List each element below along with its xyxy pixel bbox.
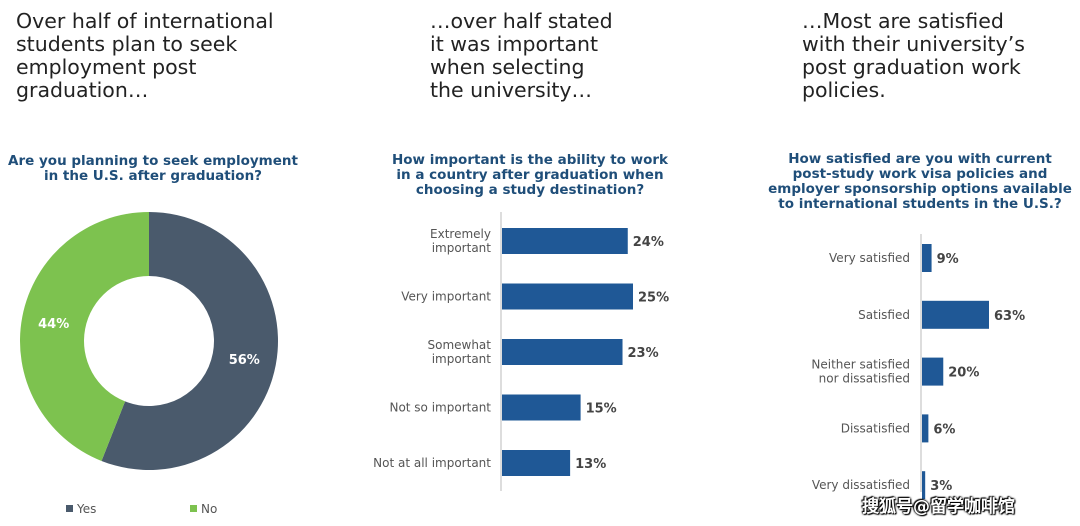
bar-category-label: Extremely important bbox=[430, 227, 491, 255]
chart-title-line: Are you planning to seek employment bbox=[8, 153, 298, 169]
headline-line: the university… bbox=[430, 78, 593, 102]
chart-title-line: in the U.S. after graduation? bbox=[43, 168, 263, 184]
bar-category-label: Dissatisfied bbox=[841, 421, 910, 435]
importance-bar-chart: 24% Extremely important 25% Very important 23… bbox=[373, 212, 669, 491]
legend-item-no: No bbox=[190, 502, 217, 516]
bar-value-label: 23% bbox=[628, 346, 659, 361]
donut-chart: 56% 44% bbox=[19, 212, 278, 471]
bar-value-label: 9% bbox=[937, 252, 959, 267]
bar-value-label: 24% bbox=[633, 235, 664, 250]
bar-category-label: Very dissatisfied bbox=[812, 478, 910, 492]
chart-title-line: choosing a study destination? bbox=[415, 182, 645, 198]
legend-swatch bbox=[66, 505, 73, 512]
chart-title-line: How satisfied are you with current bbox=[788, 151, 1052, 167]
bar-category-label: Neither satisfied nor dissatisfied bbox=[811, 358, 910, 386]
bar bbox=[922, 300, 989, 329]
donut-slice-no bbox=[19, 212, 150, 461]
bar bbox=[502, 450, 571, 476]
headline-line: when selecting bbox=[430, 55, 585, 79]
donut-slice-yes bbox=[101, 212, 278, 471]
headline-line: employment post bbox=[16, 55, 197, 79]
headline-line: with their university’s bbox=[802, 32, 1025, 56]
bar-category-label: Not so important bbox=[389, 401, 491, 415]
bar-category-label: Satisfied bbox=[858, 308, 910, 322]
watermark: 搜狐号@留学咖啡馆 bbox=[862, 497, 1015, 517]
chart-title-line: post-study work visa policies and bbox=[792, 166, 1048, 182]
bar-value-label: 13% bbox=[575, 457, 606, 472]
bar-category-label: Not at all important bbox=[373, 456, 491, 470]
chart-title-importance: How important is the ability to work in … bbox=[380, 153, 680, 198]
bar-value-label: 20% bbox=[948, 366, 979, 381]
bar bbox=[502, 283, 633, 310]
headline-importance: …over half stated it was important when … bbox=[430, 10, 613, 102]
donut-value-label: 56% bbox=[229, 353, 260, 368]
bar bbox=[502, 228, 628, 254]
headline-line: students plan to seek bbox=[16, 32, 238, 56]
chart-title-line: to international students in the U.S.? bbox=[778, 196, 1062, 212]
legend-swatch bbox=[190, 505, 197, 512]
bar bbox=[502, 339, 623, 365]
donut-value-label: 44% bbox=[38, 317, 69, 332]
chart-title-line: employer sponsorship options available bbox=[768, 181, 1072, 197]
headline-line: graduation… bbox=[16, 78, 149, 102]
legend-label: Yes bbox=[77, 502, 97, 516]
bar-category-label: Somewhat important bbox=[427, 338, 491, 366]
headline-line: it was important bbox=[430, 32, 599, 56]
headline-line: policies. bbox=[802, 78, 886, 102]
bar-value-label: 25% bbox=[638, 291, 669, 306]
headline-line: Over half of international bbox=[16, 9, 274, 33]
bar bbox=[922, 471, 926, 500]
bar bbox=[922, 357, 944, 386]
chart-title-employment: Are you planning to seek employment in t… bbox=[8, 154, 298, 184]
headline-line: post graduation work bbox=[802, 55, 1021, 79]
chart-title-satisfaction: How satisfied are you with current post-… bbox=[765, 152, 1075, 212]
chart-title-line: How important is the ability to work bbox=[391, 152, 669, 168]
headline-line: …Most are satisfied bbox=[802, 9, 1004, 33]
legend-label: No bbox=[201, 502, 218, 516]
bar bbox=[502, 394, 581, 421]
bar-value-label: 3% bbox=[930, 479, 952, 494]
bar-category-label: Very satisfied bbox=[829, 251, 910, 265]
bar-value-label: 15% bbox=[586, 402, 617, 417]
bar-value-label: 6% bbox=[933, 422, 955, 437]
headline-line: …over half stated bbox=[430, 9, 613, 33]
chart-title-line: in a country after graduation when bbox=[396, 167, 664, 183]
satisfaction-bar-chart: 9% Very satisfied 63% Satisfied 20% Neither s… bbox=[811, 234, 1025, 500]
headline-satisfaction: …Most are satisfied with their universit… bbox=[802, 10, 1025, 102]
bar bbox=[922, 244, 932, 272]
bar-category-label: Very important bbox=[401, 290, 491, 304]
bar-value-label: 63% bbox=[994, 309, 1025, 324]
bar bbox=[922, 414, 929, 443]
headline-employment: Over half of international students plan… bbox=[16, 10, 274, 102]
legend-item-yes: Yes bbox=[66, 502, 96, 516]
